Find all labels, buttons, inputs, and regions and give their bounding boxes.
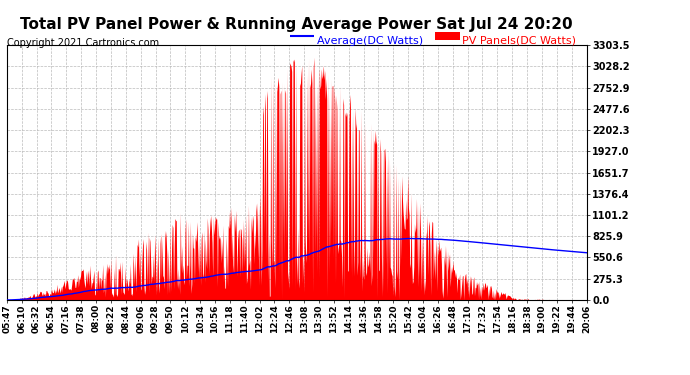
Text: Total PV Panel Power & Running Average Power Sat Jul 24 20:20: Total PV Panel Power & Running Average P… bbox=[21, 17, 573, 32]
Text: Copyright 2021 Cartronics.com: Copyright 2021 Cartronics.com bbox=[7, 38, 159, 48]
Text: Average(DC Watts): Average(DC Watts) bbox=[317, 36, 424, 46]
Text: PV Panels(DC Watts): PV Panels(DC Watts) bbox=[462, 36, 576, 46]
